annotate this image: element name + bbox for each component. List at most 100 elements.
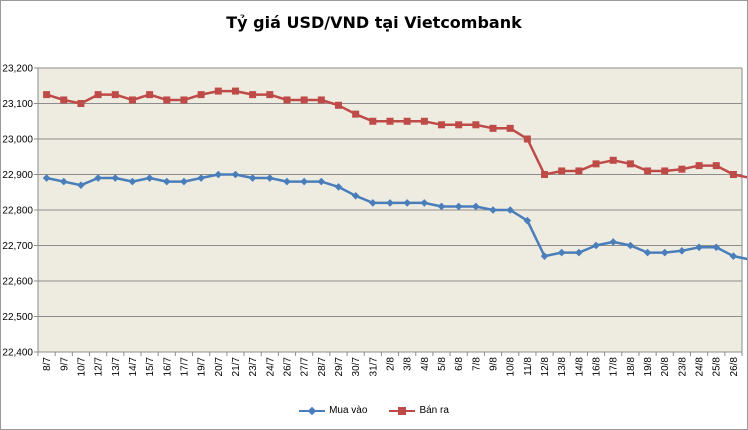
chart-title: Tỷ giá USD/VND tại Vietcombank [226, 13, 522, 32]
data-point-ban-ra [489, 124, 497, 132]
data-point-ban-ra [438, 121, 446, 129]
data-point-mua-vao [472, 202, 480, 211]
x-tick-label: 19/8 [643, 357, 654, 377]
data-point-ban-ra [317, 96, 325, 104]
data-point-ban-ra [163, 96, 171, 104]
data-point-mua-vao [712, 243, 721, 252]
x-tick-label: 14/8 [574, 357, 585, 377]
x-tick-label: 29/7 [334, 357, 345, 377]
data-point-ban-ra [712, 162, 720, 170]
data-point-mua-vao [317, 177, 326, 186]
data-point-ban-ra [197, 91, 205, 99]
data-point-mua-vao [145, 174, 154, 182]
data-point-ban-ra [626, 160, 634, 168]
data-point-mua-vao [369, 199, 377, 207]
x-tick-label: 26/8 [729, 357, 740, 377]
data-point-ban-ra [678, 165, 686, 173]
data-point-ban-ra [334, 101, 342, 109]
data-point-ban-ra [455, 121, 463, 129]
x-tick-label: 10/8 [506, 357, 517, 377]
data-point-ban-ra [128, 96, 136, 104]
data-point-ban-ra [231, 87, 239, 95]
x-tick-label: 16/7 [162, 357, 173, 377]
data-point-ban-ra [575, 167, 583, 175]
x-tick-label: 3/8 [403, 357, 414, 371]
data-point-ban-ra [43, 91, 51, 99]
data-point-mua-vao [231, 170, 240, 179]
x-tick-label: 28/7 [317, 357, 328, 377]
data-point-ban-ra [283, 96, 291, 104]
data-point-ban-ra [644, 167, 652, 175]
x-tick-label: 23/8 [677, 357, 688, 377]
y-tick-label: 23,100 [2, 99, 33, 110]
data-point-ban-ra [214, 87, 222, 95]
x-tick-label: 12/8 [540, 357, 551, 377]
data-point-mua-vao [454, 202, 463, 211]
data-point-ban-ra [472, 121, 480, 129]
x-tick-label: 12/7 [94, 357, 105, 377]
data-point-ban-ra [695, 162, 703, 170]
y-tick-label: 23,200 [2, 64, 33, 75]
data-point-ban-ra [266, 91, 274, 99]
x-tick-label: 16/8 [592, 357, 603, 377]
y-tick-label: 23,000 [2, 135, 33, 146]
x-tick-label: 13/7 [111, 357, 122, 377]
data-point-mua-vao [403, 199, 411, 207]
x-tick-label: 14/7 [128, 357, 139, 377]
data-point-mua-vao [609, 238, 618, 246]
data-point-mua-vao [214, 170, 223, 179]
data-point-mua-vao [660, 248, 669, 257]
legend-swatch-mua-vao [299, 406, 326, 415]
x-tick-label: 20/7 [214, 357, 225, 377]
x-tick-label: 15/7 [145, 357, 156, 377]
data-point-ban-ra [420, 117, 428, 125]
data-point-mua-vao [437, 202, 446, 211]
x-tick-label: 2/8 [386, 357, 397, 371]
data-point-ban-ra [386, 117, 394, 125]
data-point-mua-vao [575, 248, 583, 257]
data-point-mua-vao [351, 192, 360, 200]
data-point-mua-vao [128, 177, 137, 186]
legend: Mua vào Bán ra [1, 405, 747, 416]
data-point-mua-vao [626, 241, 635, 250]
data-point-ban-ra [558, 167, 566, 175]
x-tick-label: 25/8 [712, 357, 723, 377]
data-point-mua-vao [266, 174, 274, 182]
y-tick-label: 22,500 [2, 312, 33, 323]
x-tick-label: 27/7 [300, 357, 311, 377]
y-tick-label: 22,700 [2, 241, 33, 252]
data-point-mua-vao [59, 177, 68, 186]
data-point-ban-ra [403, 117, 411, 125]
y-tick-label: 22,600 [2, 277, 33, 288]
y-tick-label: 22,400 [2, 348, 33, 359]
data-point-mua-vao [643, 248, 652, 257]
data-point-mua-vao [334, 183, 343, 191]
data-point-mua-vao [77, 181, 85, 189]
data-point-mua-vao [506, 206, 514, 214]
x-tick-label: 7/8 [471, 357, 482, 371]
data-point-mua-vao [523, 216, 532, 225]
data-point-mua-vao [111, 174, 120, 182]
x-tick-label: 9/7 [59, 357, 70, 371]
data-point-ban-ra [146, 91, 154, 99]
x-tick-label: 23/7 [248, 357, 259, 377]
data-point-ban-ra [94, 91, 102, 99]
data-point-mua-vao [300, 177, 308, 186]
data-point-ban-ra [661, 167, 669, 175]
data-point-ban-ra [369, 117, 377, 125]
x-tick-label: 26/7 [282, 357, 293, 377]
data-point-ban-ra [523, 135, 531, 143]
x-tick-label: 17/8 [609, 357, 620, 377]
x-tick-label: 31/7 [368, 357, 379, 377]
data-point-ban-ra [300, 96, 308, 104]
data-point-mua-vao [678, 247, 686, 255]
legend-swatch-ban-ra [389, 406, 416, 415]
data-point-ban-ra [77, 100, 85, 107]
data-point-mua-vao [94, 174, 102, 182]
data-point-mua-vao [557, 248, 566, 257]
data-point-mua-vao [489, 206, 497, 214]
data-point-mua-vao [197, 174, 205, 182]
x-tick-label: 18/8 [626, 357, 637, 377]
data-point-mua-vao [162, 177, 171, 186]
